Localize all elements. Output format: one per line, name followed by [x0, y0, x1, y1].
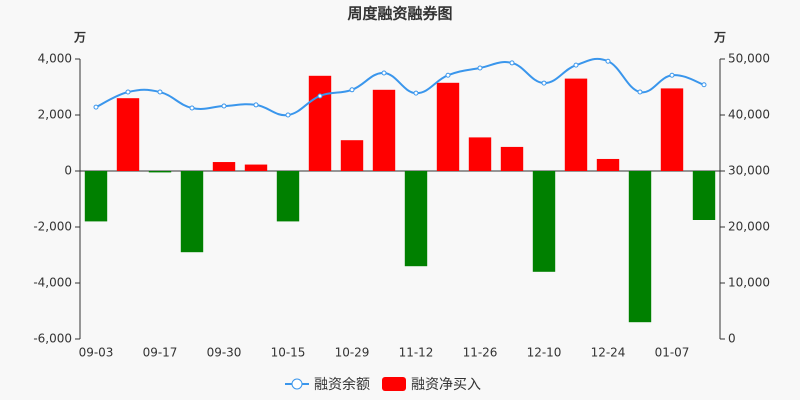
bar [500, 146, 524, 171]
line-point [285, 112, 291, 118]
y-tick-label: -4,000 [33, 276, 72, 290]
line-point [573, 62, 579, 68]
line-point [477, 65, 483, 71]
bar [116, 98, 140, 171]
x-tick-label: 09-03 [79, 346, 114, 360]
y-tick-label: 0 [64, 164, 72, 178]
bar [532, 171, 556, 272]
line-point [637, 89, 643, 95]
line-point [157, 89, 163, 95]
line-point [125, 89, 131, 95]
y-tick-label: -2,000 [33, 220, 72, 234]
x-tick-label: 10-29 [335, 346, 370, 360]
bar [372, 89, 396, 171]
bar [340, 140, 364, 171]
legend-label: 融资净买入 [411, 377, 481, 393]
bar [308, 75, 332, 171]
y2-tick-label: 20,000 [728, 220, 770, 234]
bar [564, 78, 588, 171]
line-point [445, 72, 451, 78]
line-point [605, 58, 611, 64]
x-tick-label: 11-26 [463, 346, 498, 360]
bar [244, 164, 268, 171]
x-tick-label: 10-15 [271, 346, 306, 360]
x-tick-label: 12-24 [591, 346, 626, 360]
bar [596, 158, 620, 171]
line-point [317, 93, 323, 99]
legend-marker [291, 378, 303, 390]
y2-tick-label: 40,000 [728, 108, 770, 122]
y2-unit: 万 [713, 31, 726, 45]
bar [180, 171, 204, 253]
x-tick-label: 01-07 [655, 346, 690, 360]
chart-title: 周度融资融券图 [347, 5, 452, 23]
line-point [541, 80, 547, 86]
line-point [701, 82, 707, 88]
y2-tick-label: 50,000 [728, 52, 770, 66]
line-point [349, 87, 355, 93]
bar [436, 82, 460, 171]
x-tick-label: 12-10 [527, 346, 562, 360]
y2-tick-label: 0 [728, 332, 736, 346]
line-point [381, 70, 387, 76]
line-point [221, 103, 227, 109]
balance-line [95, 57, 705, 117]
y-tick-label: 4,000 [38, 52, 72, 66]
line-point [669, 72, 675, 78]
y2-tick-label: 30,000 [728, 164, 770, 178]
bar [212, 162, 236, 171]
line-point [189, 105, 195, 111]
x-tick-label: 11-12 [399, 346, 434, 360]
line-point [253, 102, 259, 108]
x-tick-label: 09-17 [143, 346, 178, 360]
y-tick-label: -6,000 [33, 332, 72, 346]
line-point [509, 60, 515, 66]
y-unit: 万 [73, 31, 86, 45]
x-tick-label: 09-30 [207, 346, 242, 360]
bar [468, 137, 492, 171]
bar [148, 171, 172, 173]
bar [628, 171, 652, 323]
line-point [413, 90, 419, 96]
bar [660, 88, 684, 171]
bar [692, 171, 716, 220]
bar [84, 171, 108, 222]
bar [404, 171, 428, 267]
bar [276, 171, 300, 222]
y-tick-label: 2,000 [38, 108, 72, 122]
legend-label: 融资余额 [314, 376, 370, 393]
legend-marker [382, 377, 406, 391]
line-point [93, 104, 99, 110]
y2-tick-label: 10,000 [728, 276, 770, 290]
